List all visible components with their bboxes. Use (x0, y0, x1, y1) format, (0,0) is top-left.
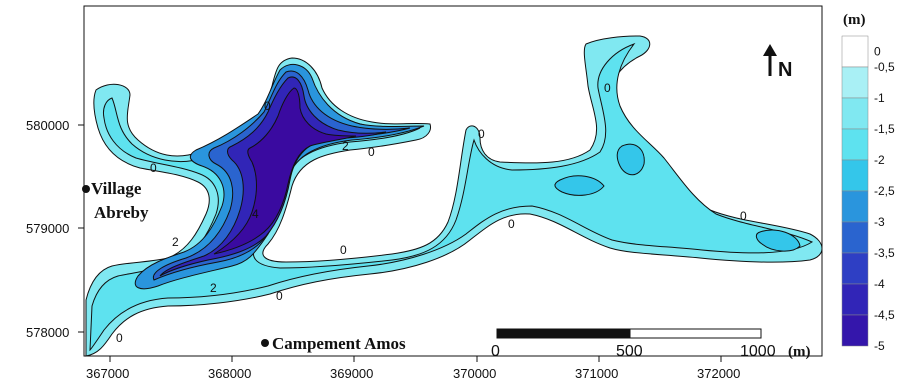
legend-label: -1,5 (874, 122, 895, 136)
contour-label: 2 (172, 235, 179, 249)
legend-label: -0,5 (874, 60, 895, 74)
place-marker (82, 185, 90, 193)
north-label: N (778, 59, 792, 81)
deep-zone-east (554, 143, 801, 252)
legend-swatch (841, 314, 869, 347)
legend-swatch (841, 221, 869, 254)
contour-label: 0 (340, 243, 347, 257)
y-axis: 580000 579000 578000 (26, 118, 84, 340)
legend-swatch (841, 35, 869, 68)
legend-label: -4 (874, 277, 885, 291)
legend-swatches: 0-0,5 -1 -1,5 -2 -2,5 -3 -3,5 -4 -4,5 -5 (841, 35, 895, 353)
legend-swatch (841, 97, 869, 130)
contour-labels: 0 0 0 0 0 0 0 0 2 2 4 2 0 0 (116, 81, 747, 345)
x-tick-label: 369000 (330, 366, 373, 381)
contour-label: 0 (604, 81, 611, 95)
contour-label: 0 (478, 127, 485, 141)
contour-label: 0 (150, 161, 157, 175)
legend-label: -1 (874, 91, 885, 105)
legend-swatch (841, 128, 869, 161)
place-marker (261, 339, 269, 347)
place-village-abreby: Village Abreby (82, 179, 149, 222)
contour-label: 2 (342, 139, 349, 153)
place-label-abreby: Abreby (94, 203, 149, 222)
contour-label: 4 (252, 207, 259, 221)
depth-legend: (m) 0-0,5 -1 -1,5 -2 -2,5 -3 -3,5 -4 -4,5 -5 (841, 12, 895, 353)
contour-label: 0 (740, 209, 747, 223)
x-tick-label: 371000 (575, 366, 618, 381)
place-label-campement-amos: Campement Amos (272, 334, 406, 353)
legend-swatch (841, 252, 869, 285)
x-tick-label: 368000 (208, 366, 251, 381)
legend-swatch (841, 190, 869, 223)
place-campement-amos: Campement Amos (261, 334, 406, 353)
scale-bar-black-segment (496, 328, 631, 339)
legend-swatch (841, 159, 869, 192)
scale-label-500: 500 (616, 343, 643, 360)
legend-unit: (m) (843, 12, 866, 28)
contour-label: 0 (264, 99, 271, 113)
y-tick-label: 578000 (26, 325, 69, 340)
scale-label-1000: 1000 (740, 343, 776, 360)
y-tick-label: 580000 (26, 118, 69, 133)
legend-label: -2,5 (874, 184, 895, 198)
x-axis: 367000 368000 369000 370000 371000 37200… (86, 356, 740, 381)
legend-label: -3 (874, 215, 885, 229)
contour-label: 2 (210, 281, 217, 295)
x-tick-label: 372000 (697, 366, 740, 381)
contour-label: 0 (368, 145, 375, 159)
legend-label: -5 (874, 339, 885, 353)
scale-bar-white-segment (629, 328, 762, 339)
place-label-village: Village (91, 179, 142, 198)
deep-zone-west (134, 63, 425, 290)
x-tick-label: 370000 (453, 366, 496, 381)
x-tick-label: 367000 (86, 366, 129, 381)
legend-label: -4,5 (874, 308, 895, 322)
legend-swatch (841, 283, 869, 316)
scale-bar: 0 500 1000 (m) (491, 328, 811, 360)
y-tick-label: 579000 (26, 221, 69, 236)
legend-label: 0 (874, 45, 881, 59)
scale-unit: (m) (788, 344, 811, 360)
scale-label-0: 0 (491, 343, 500, 360)
contour-label: 0 (276, 289, 283, 303)
contour-label: 0 (116, 331, 123, 345)
legend-label: -3,5 (874, 246, 895, 260)
legend-label: -2 (874, 153, 885, 167)
contour-label: 0 (508, 217, 515, 231)
legend-swatch (841, 66, 869, 99)
north-arrow-icon: N (763, 44, 792, 81)
